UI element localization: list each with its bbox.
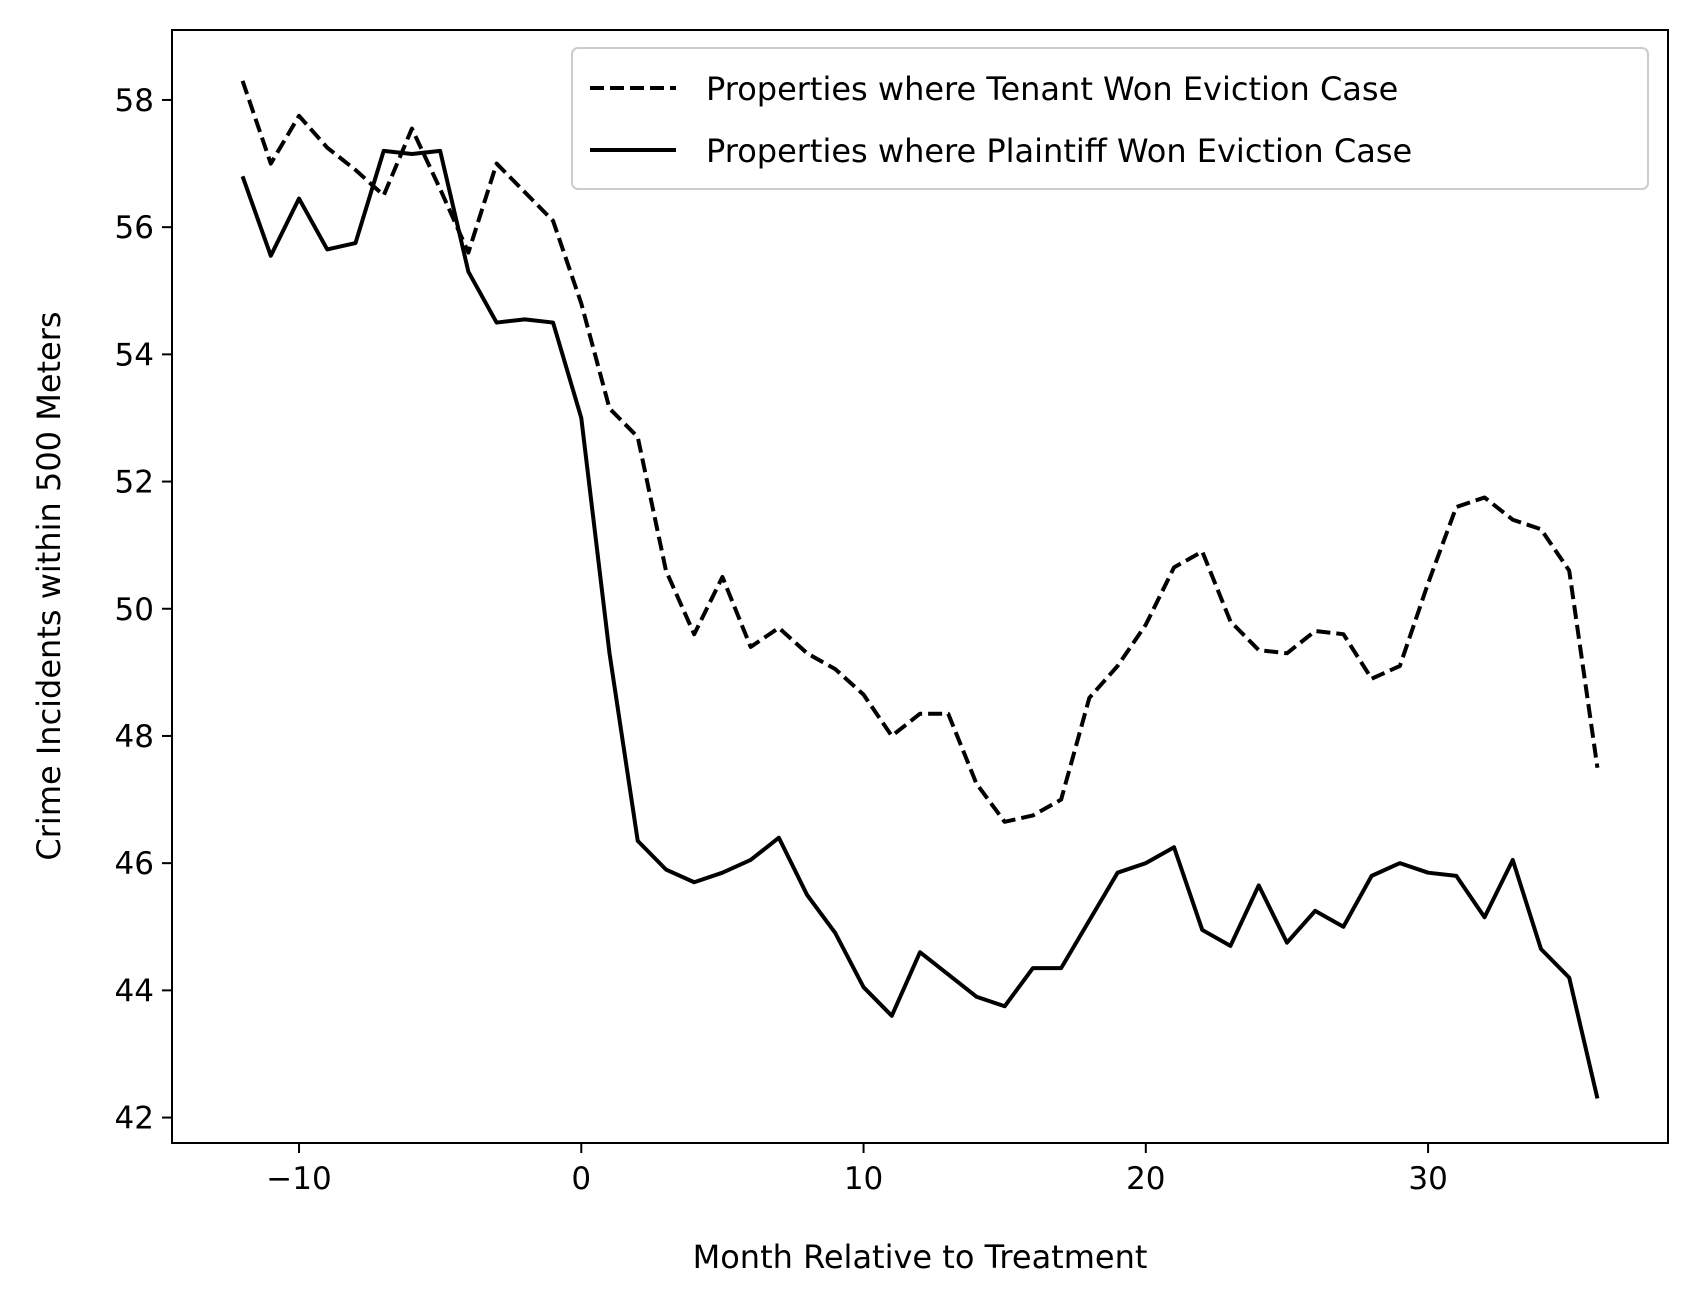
x-tick-label: −10 xyxy=(266,1161,331,1197)
legend: Properties where Tenant Won Eviction Cas… xyxy=(571,47,1649,190)
series-tenant-won-line xyxy=(240,80,1600,824)
y-tick-label: 44 xyxy=(115,973,154,1009)
legend-label-plaintiff: Properties where Plaintiff Won Eviction … xyxy=(706,132,1412,170)
y-tick-label: 46 xyxy=(115,846,154,882)
y-axis: 42 44 46 48 50 52 54 56 58 xyxy=(115,83,172,1137)
x-axis: −10 0 10 20 30 xyxy=(266,1143,1448,1197)
series-plaintiff-won-line xyxy=(240,148,1600,1099)
y-tick-label: 54 xyxy=(115,337,154,373)
plot-frame xyxy=(171,29,1669,1144)
x-axis-label: Month Relative to Treatment xyxy=(693,1238,1148,1276)
y-axis-label: Crime Incidents within 500 Meters xyxy=(30,311,68,860)
y-tick-label: 48 xyxy=(115,719,154,755)
y-tick-label: 52 xyxy=(115,465,154,501)
legend-box xyxy=(571,47,1649,190)
legend-label-tenant: Properties where Tenant Won Eviction Cas… xyxy=(706,70,1398,108)
y-tick-label: 56 xyxy=(115,210,154,246)
y-tick-label: 42 xyxy=(115,1101,154,1137)
x-tick-label: 0 xyxy=(571,1161,591,1197)
plot-area xyxy=(172,30,1668,1143)
y-tick-label: 50 xyxy=(115,592,154,628)
x-tick-label: 30 xyxy=(1408,1161,1447,1197)
x-tick-label: 20 xyxy=(1126,1161,1165,1197)
x-tick-label: 10 xyxy=(844,1161,883,1197)
series-layer xyxy=(240,80,1600,1099)
y-tick-label: 58 xyxy=(115,83,154,119)
